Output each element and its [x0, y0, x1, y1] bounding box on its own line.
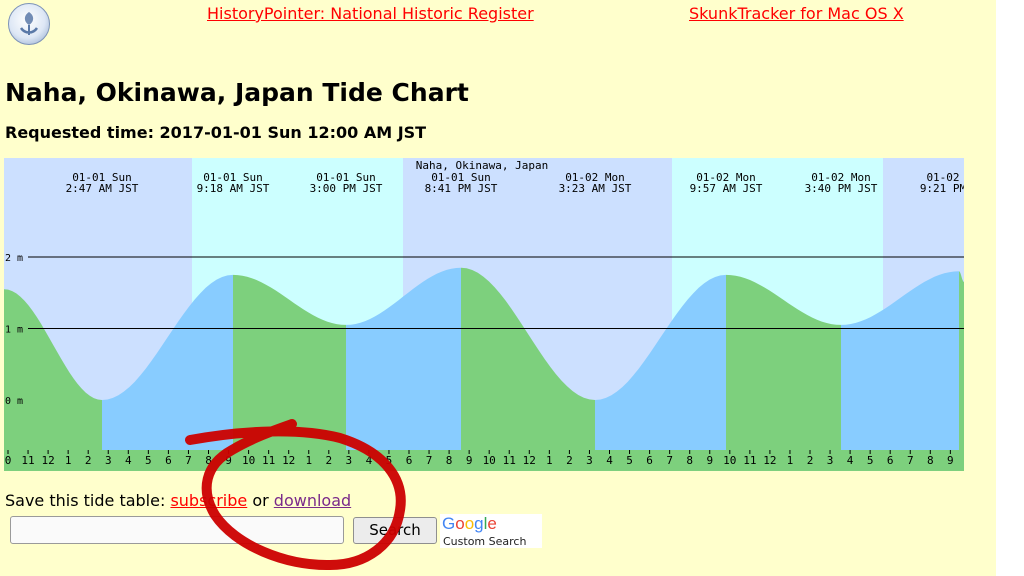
hour-label: 2 [807, 454, 814, 467]
hour-label: 1 [305, 454, 312, 467]
hour-label: 2 [566, 454, 573, 467]
extreme-date-label: 01-02 Mon [696, 171, 756, 184]
custom-search-label: Custom Search [443, 535, 527, 548]
hour-label: 1 [65, 454, 72, 467]
hour-label: 7 [666, 454, 673, 467]
rising-tide-area [102, 274, 233, 450]
hour-label: 3 [827, 454, 834, 467]
google-letter: G [442, 514, 456, 533]
extreme-date-label: 01-01 Sun [72, 171, 132, 184]
hour-label: 8 [686, 454, 693, 467]
google-custom-search-badge: Google Custom Search [440, 514, 542, 548]
google-logo: Google [442, 514, 497, 534]
hour-label: 6 [646, 454, 653, 467]
search-button[interactable]: Search [353, 517, 437, 544]
hour-label: 7 [426, 454, 433, 467]
hour-label: 1 [546, 454, 553, 467]
hour-label: 12 [282, 454, 295, 467]
download-link[interactable]: download [273, 491, 352, 510]
page-title: Naha, Okinawa, Japan Tide Chart [5, 78, 469, 107]
hour-label: 7 [907, 454, 914, 467]
y-tick-label: 2 m [5, 253, 23, 264]
search-input[interactable] [10, 516, 344, 544]
extreme-time-label: 3:00 PM JST [310, 182, 383, 195]
hour-label: 9 [706, 454, 713, 467]
hour-label: 11 [743, 454, 756, 467]
extreme-time-label: 3:23 AM JST [559, 182, 632, 195]
hour-label: 6 [887, 454, 894, 467]
extreme-time-label: 9:21 PM [920, 182, 964, 195]
chart-title: Naha, Okinawa, Japan [416, 159, 548, 172]
hour-label: 9 [947, 454, 954, 467]
hour-label: 8 [927, 454, 934, 467]
falling-tide-area [233, 274, 346, 450]
google-letter: g [474, 514, 484, 533]
hour-label: 4 [847, 454, 854, 467]
extreme-date-label: 01-01 Sun [316, 171, 376, 184]
hour-label: 12 [523, 454, 536, 467]
hour-label: 8 [205, 454, 212, 467]
hour-label: 6 [165, 454, 172, 467]
rising-tide-area [346, 267, 461, 450]
rising-tide-area [595, 274, 726, 450]
hour-label: 3 [105, 454, 112, 467]
hour-label: 3 [346, 454, 353, 467]
hour-label: 6 [406, 454, 413, 467]
hour-label: 4 [606, 454, 613, 467]
falling-tide-area [4, 289, 102, 450]
hour-label: 5 [626, 454, 633, 467]
extreme-time-label: 3:40 PM JST [805, 182, 878, 195]
save-tide-table-line: Save this tide table: subscribe or downl… [5, 491, 351, 510]
google-letter: l [483, 514, 488, 533]
skunktracker-link[interactable]: SkunkTracker for Mac OS X [689, 4, 904, 23]
hour-label: 3 [586, 454, 593, 467]
hour-label: 0 [5, 454, 12, 467]
google-letter: o [464, 514, 475, 533]
hour-label: 5 [145, 454, 152, 467]
save-prefix: Save this tide table: [5, 491, 171, 510]
hour-label: 11 [21, 454, 34, 467]
hour-label: 10 [483, 454, 496, 467]
google-letter: o [455, 514, 465, 533]
extreme-date-label: 01-02 Mon [565, 171, 625, 184]
hour-label: 4 [366, 454, 373, 467]
falling-tide-area [959, 271, 964, 450]
hour-label: 10 [723, 454, 736, 467]
y-tick-label: 0 m [5, 396, 23, 407]
hour-label: 12 [41, 454, 54, 467]
hour-label: 5 [386, 454, 393, 467]
google-letter: e [487, 514, 497, 533]
extreme-date-label: 01-01 Sun [203, 171, 263, 184]
hour-label: 1 [787, 454, 794, 467]
extreme-time-label: 9:18 AM JST [197, 182, 270, 195]
hour-label: 7 [185, 454, 192, 467]
subscribe-link[interactable]: subscribe [170, 491, 248, 510]
extreme-time-label: 9:57 AM JST [690, 182, 763, 195]
requested-time: Requested time: 2017-01-01 Sun 12:00 AM … [5, 123, 427, 142]
hour-label: 2 [85, 454, 92, 467]
extreme-time-label: 2:47 AM JST [66, 182, 139, 195]
hour-label: 12 [763, 454, 776, 467]
hour-label: 9 [225, 454, 232, 467]
hour-label: 4 [125, 454, 132, 467]
extreme-date-label: 01-02 [926, 171, 959, 184]
hour-label: 5 [867, 454, 874, 467]
hour-label: 10 [242, 454, 255, 467]
hour-label: 8 [446, 454, 453, 467]
extreme-date-label: 01-01 Sun [431, 171, 491, 184]
falling-tide-area [461, 267, 595, 450]
falling-tide-area [726, 274, 841, 450]
hour-label: 2 [325, 454, 332, 467]
hour-label: 11 [503, 454, 516, 467]
historypointer-link[interactable]: HistoryPointer: National Historic Regist… [207, 4, 534, 23]
rising-tide-area [841, 271, 959, 450]
extreme-time-label: 8:41 PM JST [425, 182, 498, 195]
extreme-date-label: 01-02 Mon [811, 171, 871, 184]
y-tick-label: 1 m [5, 325, 23, 336]
hour-label: 9 [466, 454, 473, 467]
save-or: or [247, 491, 274, 510]
hour-label: 11 [262, 454, 275, 467]
historypointer-logo-icon[interactable] [8, 3, 50, 45]
